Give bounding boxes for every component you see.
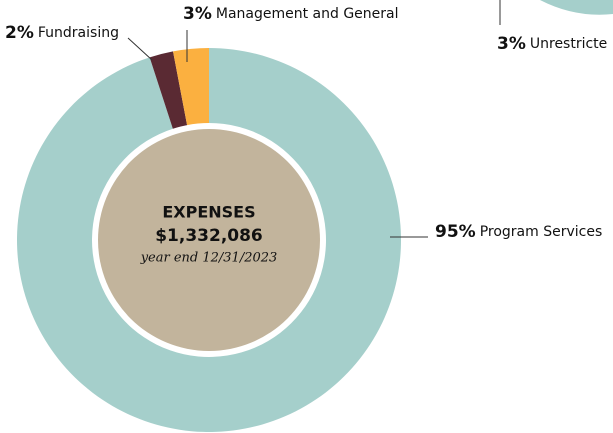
percent: 3% [183, 4, 212, 24]
center-title: EXPENSES [162, 203, 255, 222]
category: Management and General [216, 6, 399, 22]
slice [149, 51, 188, 129]
slice-label: 95% Program Services [435, 222, 602, 242]
category: Program Services [480, 224, 603, 240]
cropped-label: 3% Unrestricte [497, 34, 607, 54]
cropped-ring [540, 0, 613, 15]
percent: 2% [5, 23, 34, 43]
percent: 3% [497, 34, 526, 54]
slice [173, 48, 209, 126]
slice [17, 48, 401, 432]
leader-line [127, 37, 153, 61]
center-subtitle: year end 12/31/2023 [140, 251, 278, 266]
donut [17, 48, 401, 432]
slice-label: 3% Management and General [183, 4, 399, 24]
slice-label: 2% Fundraising [5, 23, 119, 43]
center-disc [98, 129, 320, 351]
category: Fundraising [38, 25, 119, 41]
label: Unrestricte [530, 36, 607, 52]
percent: 95% [435, 222, 476, 242]
center-total: $1,332,086 [155, 226, 263, 246]
